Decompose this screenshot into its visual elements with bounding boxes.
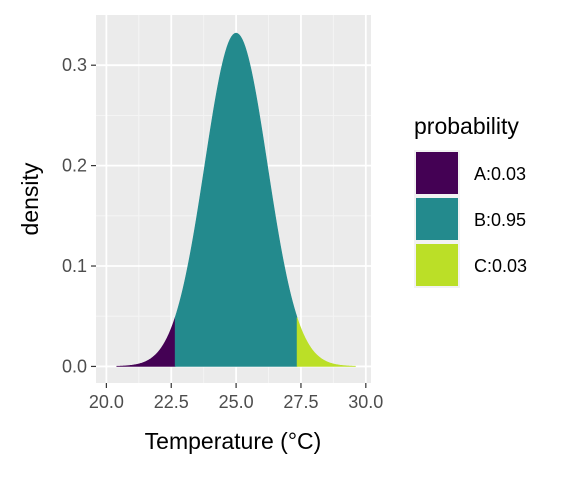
axes: 20.0 22.5 25.0 27.5 30.0 0.0 0.1 0.2 0.3 xyxy=(62,55,383,412)
x-tick-label: 25.0 xyxy=(219,392,254,412)
legend-label-c: C:0.03 xyxy=(474,256,527,276)
legend-label-b: B:0.95 xyxy=(474,210,526,230)
y-tick-label: 0.2 xyxy=(62,156,87,176)
density-areas xyxy=(116,32,356,367)
x-tick-label: 30.0 xyxy=(348,392,383,412)
density-area-a xyxy=(116,317,176,367)
legend-swatch-b xyxy=(416,198,458,240)
x-axis-title: Temperature (°C) xyxy=(145,428,322,454)
y-tick-label: 0.0 xyxy=(62,356,87,376)
x-tick-label: 22.5 xyxy=(154,392,189,412)
y-axis-title: density xyxy=(17,162,43,235)
x-tick-label: 27.5 xyxy=(283,392,318,412)
density-area-b xyxy=(174,32,298,367)
y-tick-label: 0.1 xyxy=(62,256,87,276)
legend: probability A:0.03 B:0.95 C:0.03 xyxy=(414,113,527,288)
y-tick-label: 0.3 xyxy=(62,55,87,75)
legend-title: probability xyxy=(414,113,519,139)
x-tick-label: 20.0 xyxy=(89,392,124,412)
density-area-c xyxy=(296,317,356,367)
legend-label-a: A:0.03 xyxy=(474,164,526,184)
legend-swatch-a xyxy=(416,152,458,194)
legend-swatch-c xyxy=(416,244,458,286)
